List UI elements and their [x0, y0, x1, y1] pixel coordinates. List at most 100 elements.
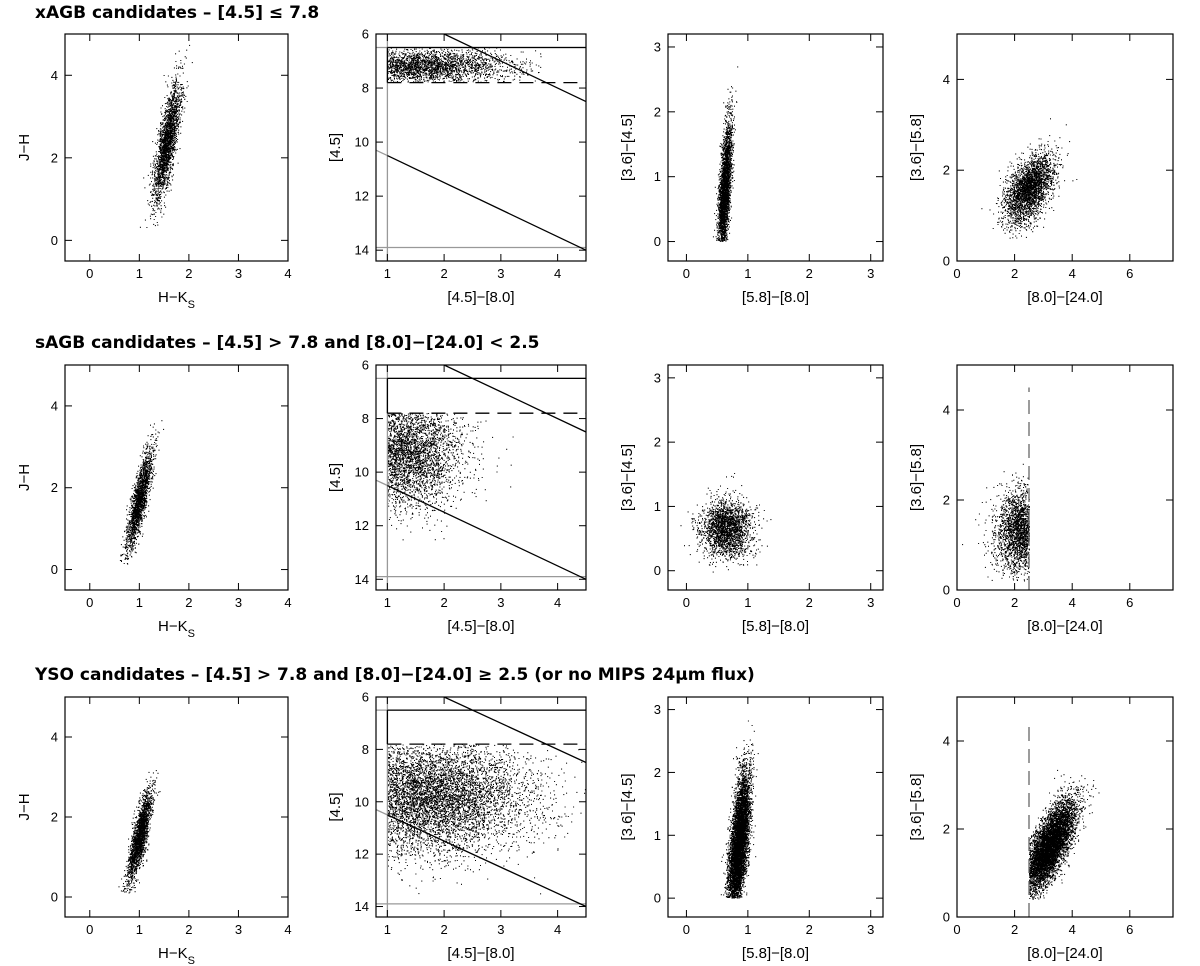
x-tick-label: 1 — [384, 595, 391, 610]
plot-frame — [375, 33, 587, 262]
y-tick-label: 3 — [654, 39, 661, 54]
y-tick-label: 6 — [362, 690, 369, 705]
threshold-line — [376, 809, 388, 816]
y-tick-label: 1 — [654, 828, 661, 843]
plot-frame — [64, 33, 289, 262]
y-tick-label: 10 — [355, 135, 369, 150]
y-tick-label: 0 — [51, 562, 58, 577]
scatter-points — [680, 472, 772, 573]
threshold-line — [387, 484, 586, 580]
scatter-points — [387, 47, 542, 84]
y-axis-label: J−H — [16, 464, 33, 491]
scatter-points — [720, 720, 759, 899]
threshold-line — [376, 149, 388, 157]
y-tick-label: 4 — [51, 398, 58, 413]
x-tick-label: 6 — [1126, 922, 1133, 937]
scatter-points — [139, 44, 193, 229]
y-tick-label: 2 — [51, 810, 58, 825]
row-title-sagb: sAGB candidates – [4.5] > 7.8 and [8.0]−… — [35, 333, 540, 353]
y-tick-label: 10 — [355, 794, 369, 809]
y-axis-label: [3.6]−[5.8] — [908, 444, 925, 511]
panel-r1-c1: 0 1 2 3 4 0 2 4 H−KS J−H — [16, 33, 292, 311]
x-tick-label: 0 — [86, 922, 93, 937]
x-tick-label: 4 — [284, 266, 291, 281]
threshold-line — [376, 479, 388, 487]
plot-frame — [956, 364, 1174, 591]
x-tick-label: 2 — [185, 595, 192, 610]
plot-frame — [64, 696, 289, 918]
threshold-line — [443, 697, 586, 764]
x-tick-label: 3 — [867, 595, 874, 610]
row-title-yso: YSO candidates – [4.5] > 7.8 and [8.0]−[… — [34, 665, 755, 685]
y-tick-label: 0 — [943, 583, 950, 598]
y-tick-label: 14 — [355, 899, 369, 914]
plot-frame — [64, 364, 289, 591]
y-axis-label: J−H — [16, 134, 33, 161]
y-tick-label: 6 — [362, 358, 369, 373]
y-tick-label: 1 — [654, 169, 661, 184]
y-tick-label: 8 — [362, 742, 369, 757]
y-tick-label: 2 — [943, 493, 950, 508]
scatter-points — [119, 420, 165, 565]
y-axis-label: [3.6]−[5.8] — [908, 773, 925, 840]
plot-frame — [667, 364, 884, 591]
x-tick-label: 1 — [384, 922, 391, 937]
y-tick-label: 0 — [943, 254, 950, 269]
x-tick-label: 3 — [497, 266, 504, 281]
y-tick-label: 2 — [654, 435, 661, 450]
y-tick-label: 0 — [654, 891, 661, 906]
x-tick-label: 2 — [806, 595, 813, 610]
x-tick-label: 6 — [1126, 595, 1133, 610]
x-tick-label: 3 — [497, 595, 504, 610]
x-axis-label: H−KS — [158, 618, 195, 640]
scatter-points — [387, 412, 514, 541]
y-tick-label: 0 — [51, 233, 58, 248]
y-tick-label: 4 — [943, 403, 950, 418]
scatter-points — [387, 743, 586, 895]
x-tick-label: 3 — [235, 595, 242, 610]
x-axis-label: [4.5]−[8.0] — [447, 618, 514, 635]
y-axis-label: [3.6]−[4.5] — [619, 114, 636, 181]
x-tick-label: 6 — [1126, 266, 1133, 281]
x-tick-label: 3 — [235, 266, 242, 281]
y-axis-label: [3.6]−[4.5] — [619, 444, 636, 511]
x-tick-label: 0 — [683, 922, 690, 937]
x-tick-label: 3 — [235, 922, 242, 937]
y-tick-label: 0 — [943, 910, 950, 925]
panel-r2-c1: 0 1 2 3 4 0 2 4 H−KS J−H — [16, 364, 292, 640]
plot-frame — [956, 33, 1174, 262]
x-tick-label: 2 — [185, 266, 192, 281]
x-tick-label: 2 — [1011, 595, 1018, 610]
x-axis-label: [4.5]−[8.0] — [447, 289, 514, 306]
panel-r3-c4: 0 2 4 6 0 2 4 [8.0]−[24.0] [3.6]−[5.8] — [908, 696, 1174, 962]
y-tick-label: 12 — [355, 189, 369, 204]
panel-r3-c1: 0 1 2 3 4 0 2 4 H−KS J−H — [16, 696, 292, 966]
x-tick-label: 3 — [497, 922, 504, 937]
y-tick-label: 2 — [51, 150, 58, 165]
threshold-line — [387, 155, 586, 251]
x-tick-label: 0 — [86, 595, 93, 610]
x-tick-label: 4 — [1069, 266, 1076, 281]
y-tick-label: 14 — [355, 572, 369, 587]
x-tick-label: 2 — [1011, 266, 1018, 281]
plot-frame — [375, 364, 587, 591]
y-tick-label: 1 — [654, 499, 661, 514]
y-tick-label: 8 — [362, 81, 369, 96]
x-tick-label: 2 — [1011, 922, 1018, 937]
y-tick-label: 3 — [654, 370, 661, 385]
x-tick-label: 1 — [744, 922, 751, 937]
plot-frame — [667, 696, 884, 918]
x-axis-label: H−KS — [158, 945, 195, 966]
panel-r1-c3: 0 1 2 3 0 1 2 3 [5.8]−[8.0] [3.6]−[4.5] — [619, 33, 884, 306]
x-tick-label: 2 — [440, 266, 447, 281]
x-tick-label: 0 — [86, 266, 93, 281]
y-tick-label: 2 — [51, 480, 58, 495]
x-axis-label: [4.5]−[8.0] — [447, 945, 514, 962]
x-tick-label: 4 — [554, 595, 561, 610]
y-tick-label: 4 — [51, 68, 58, 83]
y-axis-label: [4.5] — [327, 133, 344, 162]
y-tick-label: 14 — [355, 243, 369, 258]
x-tick-label: 1 — [384, 266, 391, 281]
